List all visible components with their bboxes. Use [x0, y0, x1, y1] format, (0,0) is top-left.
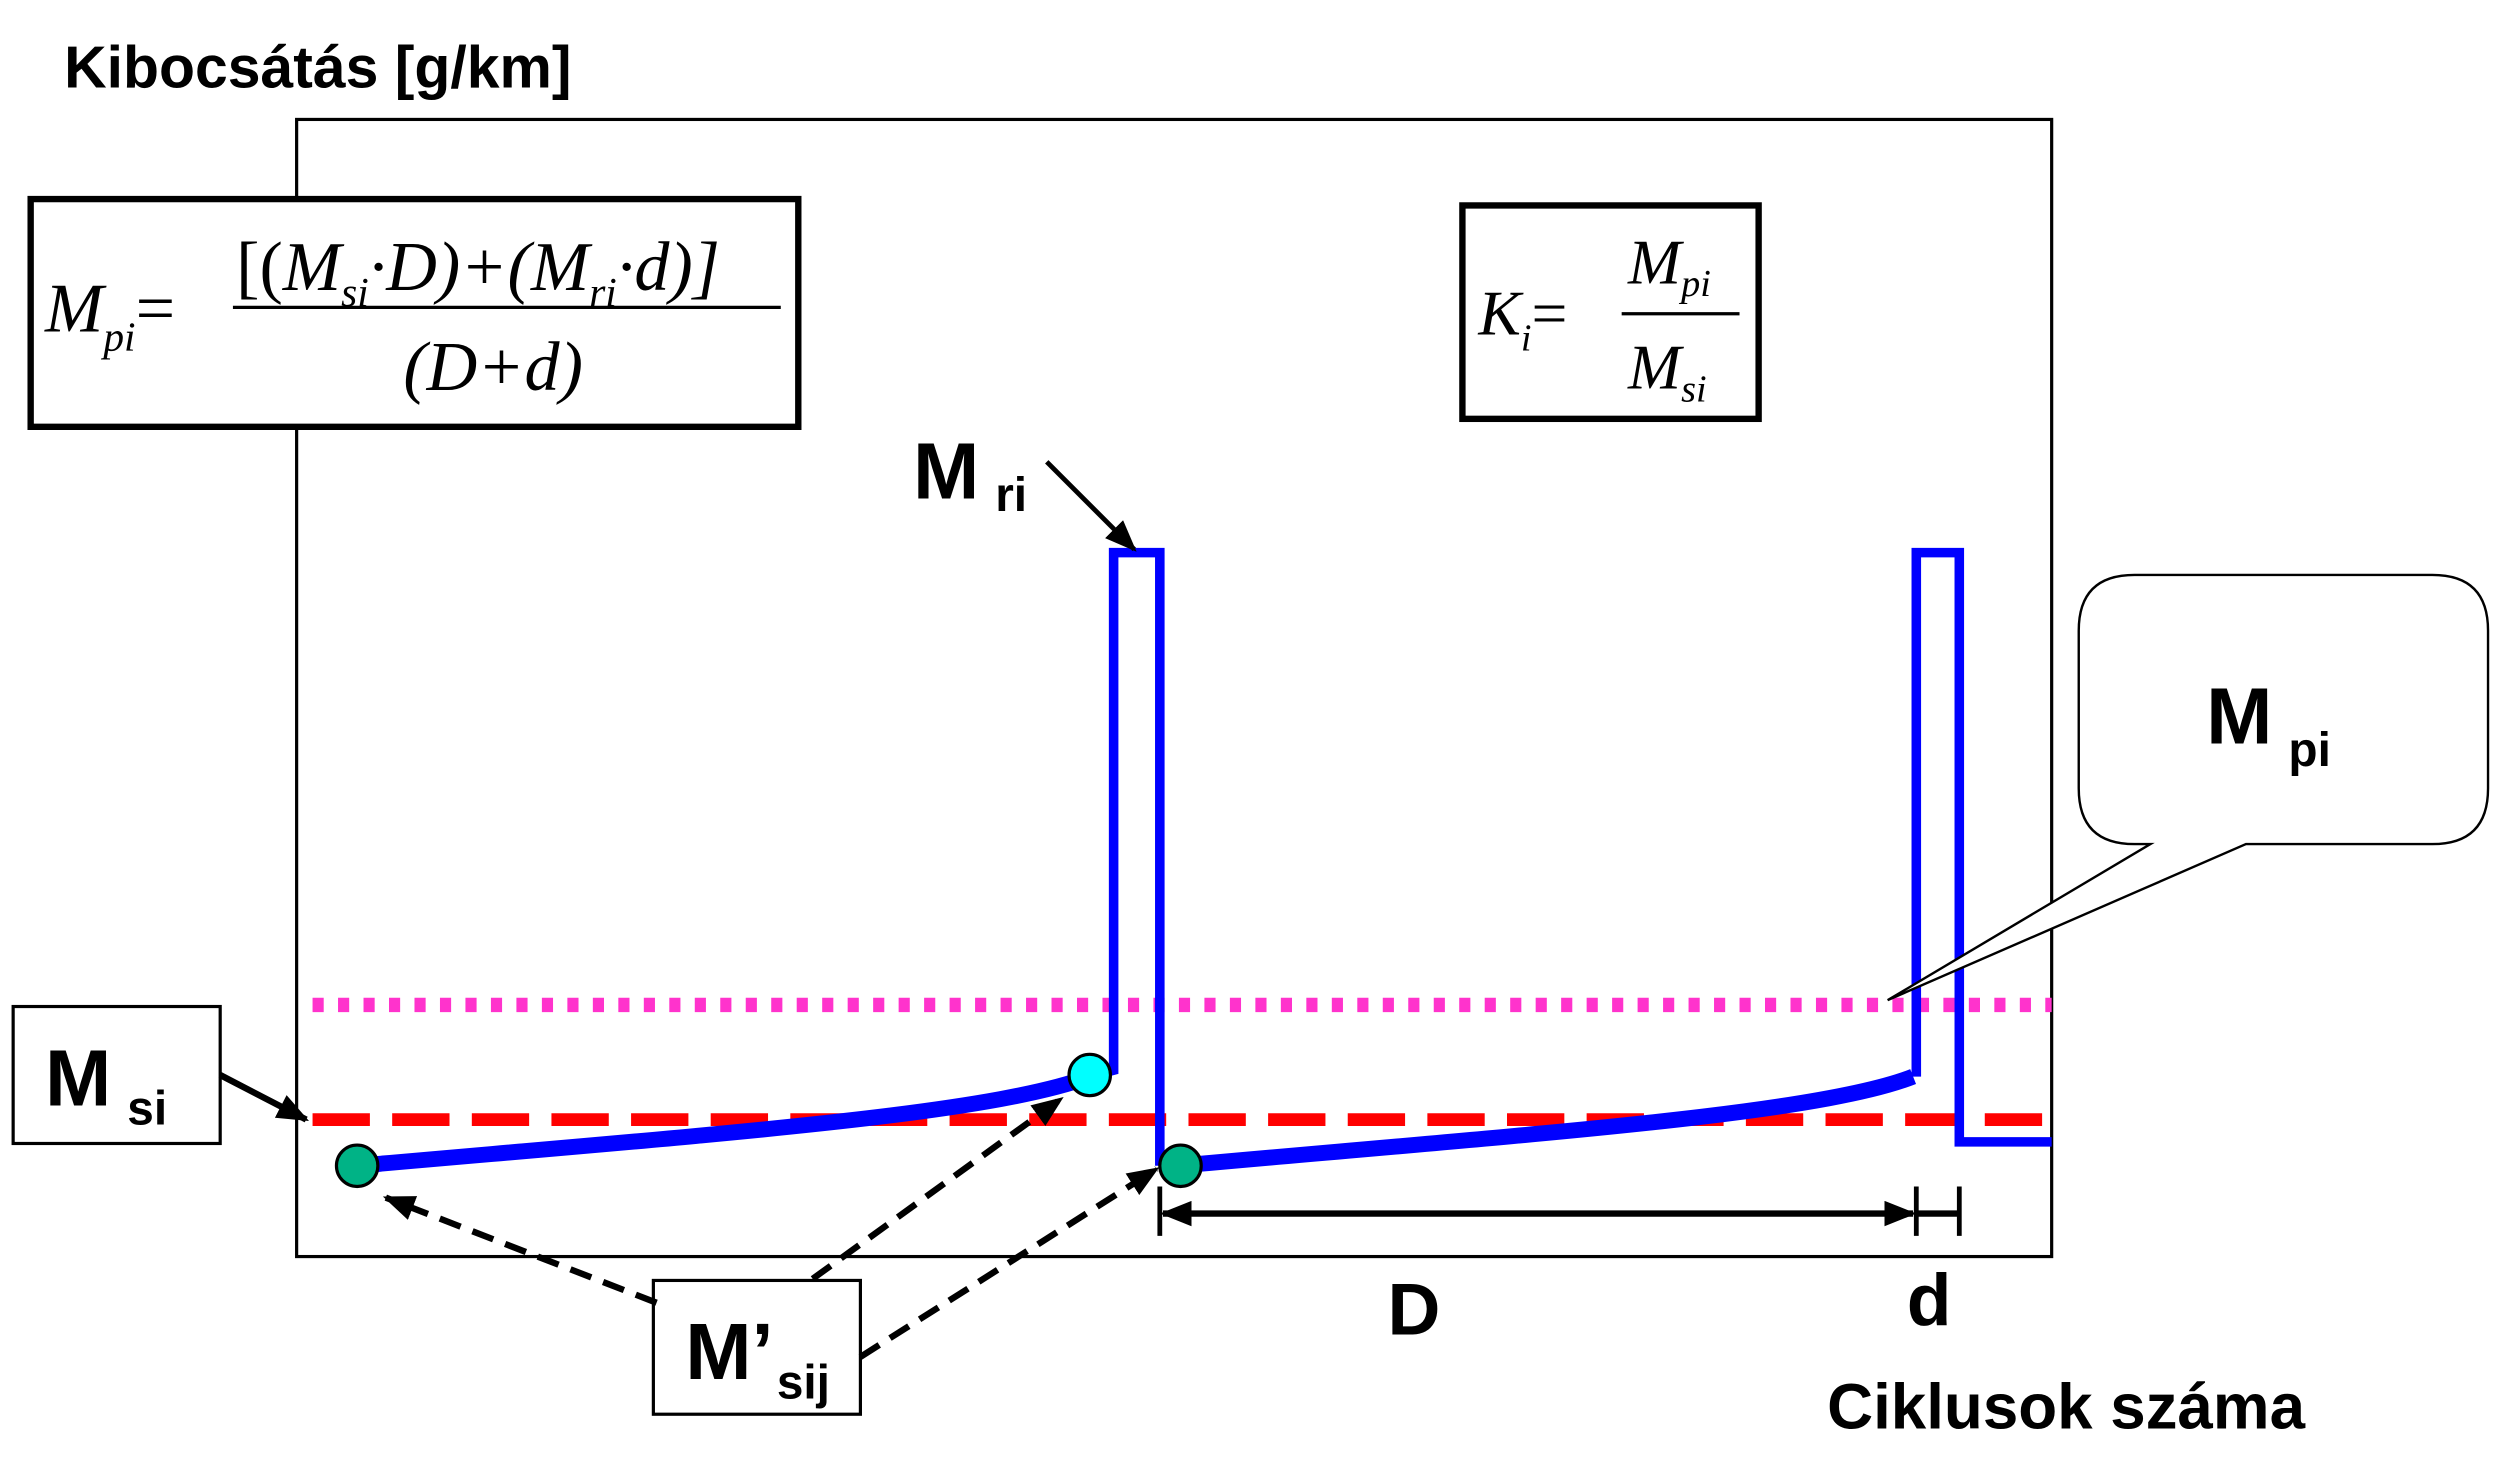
- y-axis-title: Kibocsátás [g/km]: [64, 36, 571, 101]
- emission-curve-second: [1178, 1069, 1917, 1174]
- msij-point: [334, 1143, 380, 1189]
- msij-peak-point: [1067, 1052, 1113, 1098]
- svg-text:(D+d): (D+d): [403, 329, 583, 406]
- svg-text:Msi: Msi: [1627, 332, 1707, 411]
- mri-arrow: [1045, 460, 1137, 552]
- ki-formula-box: Ki= Mpi Msi: [1459, 202, 1762, 423]
- msij-arrow: [858, 1166, 1160, 1360]
- svg-text:Mpi=: Mpi=: [44, 270, 175, 359]
- svg-text:Mpi: Mpi: [1627, 226, 1711, 305]
- emission-curve-segment: [356, 1069, 1093, 1174]
- msij-label-box: M’ sij: [651, 1278, 862, 1416]
- msij-arrow: [382, 1194, 658, 1306]
- svg-text:Mpi: Mpi: [2206, 672, 2331, 777]
- plot-frame: [295, 117, 2054, 1259]
- x-axis-title: Ciklusok száma: [1827, 1372, 2305, 1443]
- svg-text:Ki=: Ki=: [1477, 277, 1567, 359]
- D-label: D: [1388, 1269, 1441, 1351]
- d-label: d: [1907, 1259, 1952, 1341]
- emission-curve: [356, 547, 1165, 1171]
- svg-text:Msi: Msi: [45, 1033, 167, 1135]
- msij-arrow: [810, 1096, 1064, 1282]
- svg-text:[(Msi·D)+(Mri·d)]: [(Msi·D)+(Mri·d)]: [236, 229, 720, 315]
- msij-point: [1158, 1143, 1203, 1189]
- svg-text:M’sij: M’ sij: [685, 1307, 830, 1409]
- emission-step-second: [1911, 547, 2052, 1147]
- mpi-formula-box: Mpi= [(Msi·D)+(Mri·d)] (D+d): [27, 195, 802, 430]
- msi-arrow: [218, 1072, 310, 1123]
